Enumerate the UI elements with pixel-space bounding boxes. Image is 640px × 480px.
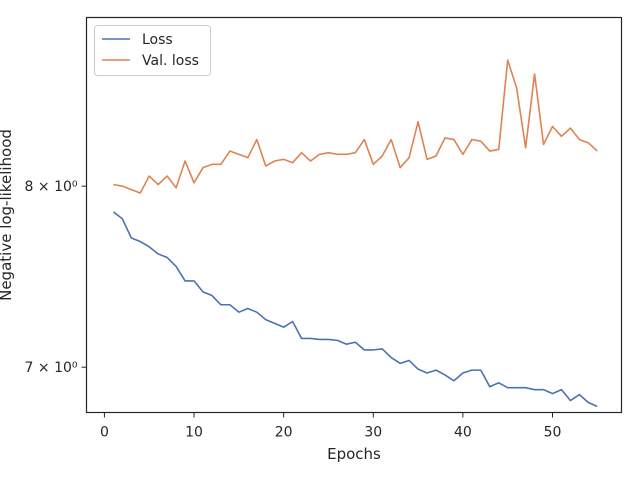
- x-tick-label: 50: [544, 425, 562, 441]
- series-lines: [112, 59, 598, 408]
- y-axis-label: Negative log-likelihood: [0, 129, 15, 301]
- axis-ticks: 0 10 20 30 40 50 7 × 10⁰ 8 × 10⁰: [25, 179, 562, 440]
- legend-label-val-loss: Val. loss: [142, 53, 199, 69]
- series-line-val-loss: [113, 59, 598, 194]
- y-tick-label: 7 × 10⁰: [25, 360, 78, 376]
- series-line-loss: [112, 211, 598, 408]
- plot-frame: [85, 16, 623, 414]
- legend: Loss Val. loss: [94, 25, 211, 76]
- x-axis-label: Epochs: [327, 445, 381, 463]
- x-tick-label: 10: [185, 425, 203, 441]
- x-tick-label: 40: [454, 425, 472, 441]
- x-tick-label: 0: [100, 425, 109, 441]
- legend-box: [94, 25, 211, 76]
- y-tick-label: 8 × 10⁰: [25, 179, 78, 195]
- legend-label-loss: Loss: [142, 32, 173, 48]
- x-tick-label: 20: [275, 425, 293, 441]
- x-tick-label: 30: [364, 425, 382, 441]
